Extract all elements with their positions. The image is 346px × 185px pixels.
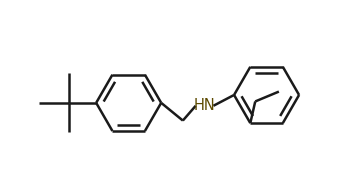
Text: HN: HN [194, 98, 216, 113]
